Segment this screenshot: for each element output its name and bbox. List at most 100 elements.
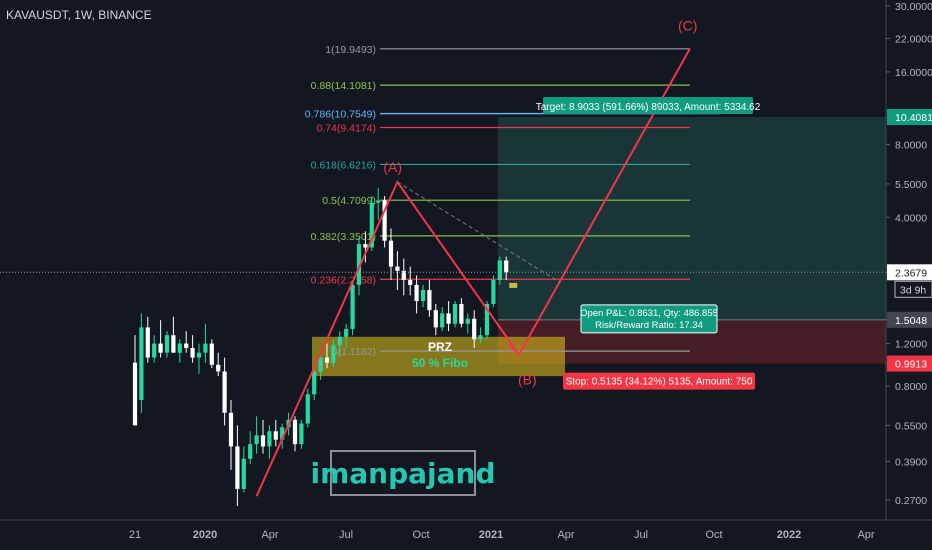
candle [452,301,458,328]
candle [331,339,336,367]
candle [459,298,464,328]
candle-body [350,284,355,329]
y-tick-label: 30.0000 [895,1,932,13]
stop-label: Stop: 0.5135 (34.12%) 5135, Amount: 750 [566,377,753,388]
candle [465,313,470,334]
y-tick-label: 2.3679 [895,267,927,279]
candle-body [497,260,502,281]
candle-body [196,352,202,358]
order-marker [509,282,518,288]
candle [369,196,374,252]
candle [382,196,387,248]
candle [171,316,176,353]
candle [190,335,195,363]
candle [305,388,310,428]
countdown-label: 3d 9h [900,284,926,296]
candle [472,310,477,349]
candle-body [260,435,266,447]
candle-body [299,423,304,445]
y-price-badge [887,264,932,281]
pattern-arrow-left [508,343,520,356]
x-tick-label: 2021 [479,529,503,541]
candle [401,258,406,296]
candle [433,304,438,336]
candle [484,301,490,340]
candle [184,331,189,353]
y-price-badge [887,355,932,372]
candle-body [484,304,490,336]
candle-body [235,446,240,489]
candle [228,400,234,470]
candle [299,419,304,449]
x-tick-label: Apr [857,529,874,541]
trend-dashed-line [397,181,561,283]
candle-body [248,444,253,459]
x-tick-label: Oct [705,529,722,541]
candle [241,446,246,493]
candle-body [292,419,298,445]
candle-body [177,343,182,353]
fib-level-label: 0.88(14.1081) [311,80,376,92]
candle [139,313,144,413]
y-tick-label: 5.5000 [895,179,927,191]
candle [203,323,208,363]
candle-body [318,357,323,372]
candle [280,423,285,449]
fib-level-label: 1(19.9493) [325,44,376,56]
candle [164,331,170,358]
x-tick-label: Oct [412,529,429,541]
position-labels: Target: 8.9033 (591.66%) 89033, Amount: … [0,97,886,390]
candle [478,327,483,344]
fib-level-label: 0.236(2.2158) [311,274,376,286]
y-tick-label: 0.9913 [895,359,927,371]
candle [267,425,272,459]
y-price-badge [887,109,932,126]
candle-body [209,343,214,365]
candle-body [388,240,394,267]
candle-body [376,200,381,203]
symbol-title[interactable]: KAVAUSDT, 1W, BINANCE [6,8,152,22]
candle-body [465,318,470,324]
y-price-badge [887,311,932,328]
x-tick-label: Apr [557,529,574,541]
candle-body [452,304,458,324]
fib-level-label: 0.786(10.7549) [305,109,376,121]
y-tick-label: 8.0000 [895,140,927,152]
candle-body [254,435,259,445]
candle [337,331,342,355]
candle [235,425,240,506]
candle-body [222,371,227,413]
candle [273,419,278,447]
candle-body [363,244,368,248]
candle [408,266,413,296]
candle [177,339,182,363]
candle [209,339,214,369]
prz-sublabel: 50 % Fibo [412,356,468,370]
candle [350,280,355,336]
candle-body [382,200,387,241]
candle [158,320,163,358]
candle [446,301,451,332]
candle-body [203,343,208,353]
candle-body [132,362,138,426]
fib-level-label: 0.618(6.6216) [311,159,376,171]
candle-body [190,348,195,358]
candle [414,275,419,314]
y-tick-label: 22.0000 [895,34,932,46]
y-tick-label: 0.8000 [895,381,927,393]
x-tick-label: Apr [261,529,278,541]
candle-body [280,427,285,440]
candle-body [273,431,278,440]
x-tick-label: 2020 [193,529,217,541]
candle-body [356,244,362,285]
candle-body [414,284,419,302]
stop-label-box [563,372,755,390]
x-tick-label: Jul [339,529,353,541]
y-tick-label: 0.5500 [895,420,927,432]
countdown-box [894,280,932,298]
candle-body [184,343,189,349]
fib-level-label: 0.5(4.7099) [322,195,376,207]
candle [152,335,157,363]
candle [363,231,368,263]
